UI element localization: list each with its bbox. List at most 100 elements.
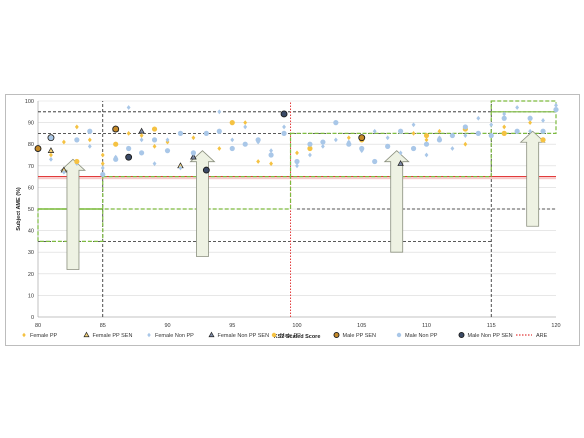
y-tick-label: 20: [28, 272, 34, 278]
legend-swatch: [22, 332, 26, 338]
female-non-pp-point: [230, 137, 235, 143]
female-pp-point: [152, 143, 157, 149]
tick-labels: 80 85 90 95 100 105 110 115 120 0 10 20 30 40 50 60 70 80…: [25, 99, 561, 329]
x-tick-label: 115: [487, 323, 496, 329]
legend: Female PP Female PP SEN Female Non PP Femal…: [22, 331, 548, 339]
x-tick-label: 90: [164, 323, 170, 329]
legend-label: Male Non PP SEN: [468, 333, 513, 339]
female-pp-point: [74, 124, 79, 130]
female-pp-point: [191, 135, 196, 141]
male-non-pp-point: [268, 152, 274, 158]
y-tick-label: 100: [25, 99, 34, 105]
legend-label: Female PP: [30, 333, 58, 339]
male-non-pp-point: [216, 128, 222, 134]
male-non-pp-point: [410, 145, 417, 152]
male-non-pp-point: [475, 130, 481, 136]
y-tick-label: 30: [28, 250, 34, 256]
male-non-pp-point: [449, 132, 455, 139]
male-pp-point: [540, 137, 546, 143]
female-non-pp-point: [152, 161, 157, 167]
female-pp-point: [49, 152, 53, 158]
x-axis-title: KS2 Scaled Score: [274, 334, 321, 340]
male-non-pp-point: [294, 158, 300, 165]
legend-swatch: [458, 332, 465, 338]
male-non-pp-point: [540, 128, 546, 134]
x-tick-label: 95: [229, 323, 235, 329]
male-pp-point: [151, 126, 158, 132]
x-tick-label: 110: [422, 323, 431, 329]
female-non-pp-point: [554, 102, 558, 108]
male-non-pp-point: [100, 171, 106, 178]
y-tick-label: 70: [28, 164, 34, 170]
female-pp-point: [346, 135, 351, 141]
male-non-pp-point: [151, 137, 158, 143]
legend-swatch: [208, 331, 215, 338]
female-non-pp-point: [398, 150, 403, 156]
female-pp-point: [217, 146, 222, 151]
legend-label: Female PP SEN: [93, 333, 133, 339]
x-tick-label: 100: [292, 323, 301, 329]
legend-label: Male Non PP: [405, 333, 438, 339]
arrow-up-icon: [383, 150, 410, 253]
male-non-pp-point: [177, 130, 184, 136]
legend-label: Male PP: [280, 333, 301, 339]
male-non-pp-point: [203, 130, 209, 136]
female-pp-point: [528, 120, 533, 125]
female-non-pp-point: [87, 143, 92, 149]
legend-swatch: [333, 332, 340, 338]
male-non-pp-point: [436, 137, 443, 143]
male-pp-point: [307, 145, 313, 152]
female-pp-point: [463, 141, 468, 147]
female-pp-point: [269, 161, 274, 167]
male-non-pp-point: [423, 141, 430, 147]
female-non-pp-point: [295, 163, 299, 169]
male-non-pp-point: [113, 156, 119, 162]
male-non-pp-point: [527, 115, 533, 121]
male-non-pp-point: [553, 107, 559, 113]
x-tick-label: 80: [35, 323, 41, 329]
female-pp-point: [256, 159, 261, 164]
female-non-pp-point: [320, 143, 325, 149]
legend-swatch: [396, 332, 402, 338]
female-non-pp-point: [424, 152, 429, 158]
female-pp-sen-point: [47, 147, 55, 153]
female-pp-point: [424, 137, 429, 143]
green-step-box: [490, 100, 557, 135]
male-non-pp-point: [126, 145, 132, 152]
male-non-pp-point: [229, 145, 235, 152]
male-non-pp-point: [281, 130, 287, 136]
female-non-pp-point: [411, 122, 416, 128]
arrow-up-icon: [519, 130, 546, 227]
y-axis-title: Subject AME (%): [16, 187, 22, 231]
y-tick-label: 10: [28, 293, 34, 299]
female-non-pp-point: [282, 124, 286, 130]
male-non-pp-sen-point: [202, 166, 210, 174]
female-pp-point: [100, 152, 105, 158]
female-non-pp-point: [126, 105, 131, 110]
data-points: [34, 102, 559, 178]
female-non-pp-sen-point: [190, 153, 197, 160]
female-pp-point: [502, 124, 507, 130]
male-non-pp-point: [398, 128, 404, 134]
male-pp-point: [423, 132, 430, 139]
female-non-pp-point: [49, 156, 53, 162]
male-pp-point: [501, 130, 507, 136]
male-non-pp-sen-point: [125, 153, 133, 161]
female-non-pp-point: [385, 135, 390, 141]
male-non-pp-point: [333, 120, 339, 126]
male-pp-sen-point: [112, 125, 120, 133]
female-non-pp-point: [243, 124, 248, 130]
y-tick-label: 60: [28, 185, 34, 191]
male-pp-sen-point: [358, 134, 366, 142]
male-non-pp-point: [87, 128, 93, 134]
male-non-pp-point: [164, 148, 171, 154]
male-non-pp-point: [372, 158, 378, 165]
y-tick-label: 40: [28, 229, 34, 235]
arrows: [59, 130, 546, 270]
male-pp-point: [229, 120, 235, 126]
y-tick-label: 80: [28, 142, 34, 148]
male-non-pp-point: [307, 141, 313, 147]
arrow-up-icon: [189, 150, 216, 257]
female-pp-point: [61, 139, 66, 145]
female-non-pp-point: [541, 118, 545, 123]
